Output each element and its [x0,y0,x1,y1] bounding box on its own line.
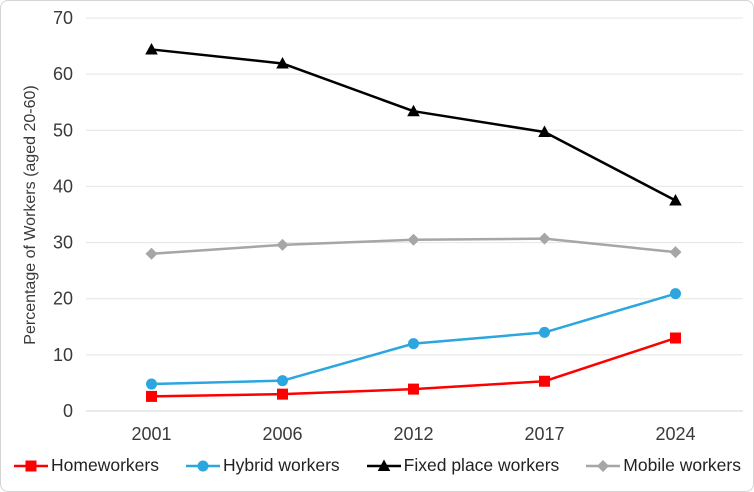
circle-legend-key-icon [185,460,220,471]
square-marker-icon [25,460,37,471]
square-marker-icon [277,388,288,400]
legend-item-homeworkers: Homeworkers [13,455,159,476]
circle-marker-icon [670,288,681,300]
diamond-marker-icon [669,246,682,259]
y-tick-label: 60 [53,64,73,84]
square-marker-icon [670,332,681,344]
triangle-marker-icon [669,193,682,206]
diamond-legend-key-icon [586,459,621,472]
series-line-fixed-place-workers [150,48,677,202]
circle-marker-icon [539,326,550,338]
x-tick-label: 2017 [524,424,564,444]
diamond-marker-icon [407,233,420,246]
diamond-marker-icon [538,232,551,245]
circle-marker-icon [277,375,288,387]
triangle-marker-icon [145,42,158,55]
legend-label: Homeworkers [51,455,159,475]
y-tick-label: 10 [53,345,73,365]
circle-marker-icon [146,378,157,390]
legend-label: Fixed place workers [403,455,560,475]
diamond-marker-icon [597,459,610,472]
x-tick-label: 2024 [655,424,695,444]
y-tick-label: 40 [53,176,73,196]
triangle-marker-icon [377,459,390,471]
triangle-marker-icon [407,104,420,117]
y-tick-label: 70 [53,8,73,28]
legend-label: Hybrid workers [222,455,340,475]
legend-item-fixed-place-workers: Fixed place workers [366,455,560,476]
legend-item-hybrid-workers: Hybrid workers [185,455,340,476]
x-tick-label: 2012 [393,424,433,444]
square-marker-icon [539,375,550,387]
square-legend-key-icon [14,460,49,471]
y-tick-label: 50 [53,120,73,140]
y-axis-title: Percentage of Workers (aged 20-60) [22,85,39,345]
legend: Homeworkers Hybrid workers Fixed place wor… [1,455,753,476]
x-tick-label: 2006 [262,424,302,444]
triangle-legend-key-icon [366,459,401,471]
triangle-marker-icon [538,125,551,137]
diamond-marker-icon [276,238,289,251]
x-tick-label: 2001 [131,424,171,444]
square-marker-icon [408,383,419,395]
circle-marker-icon [197,460,209,471]
triangle-marker-icon [276,56,289,69]
legend-label: Mobile workers [623,455,741,475]
legend-item-mobile-workers: Mobile workers [585,455,741,476]
y-tick-label: 30 [53,233,73,253]
y-tick-label: 0 [63,401,73,421]
y-tick-label: 20 [53,289,73,309]
circle-marker-icon [408,338,419,350]
square-marker-icon [146,390,157,402]
plot-area: 0 10 20 30 40 50 60 70 2001 2006 2012 2017 2024 [53,8,743,444]
diamond-marker-icon [145,247,158,260]
